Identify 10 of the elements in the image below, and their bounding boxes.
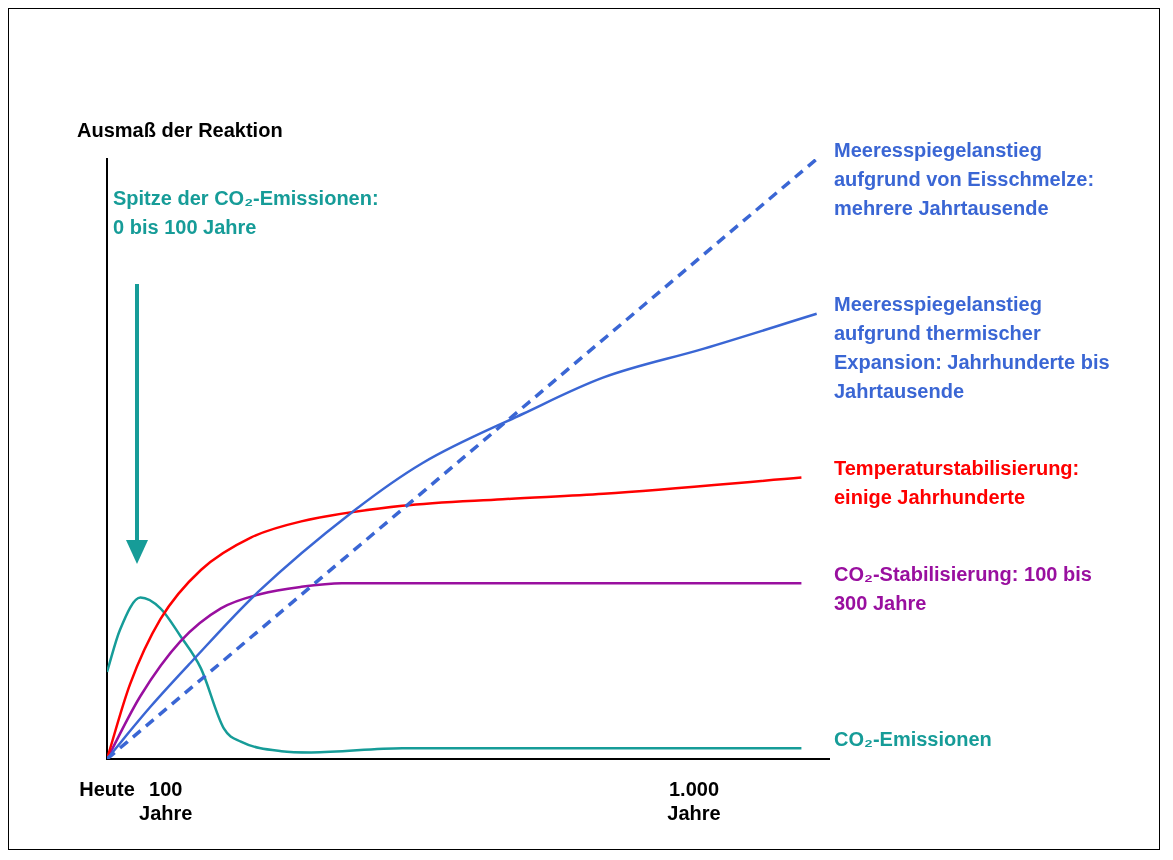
series-label: CO₂-Stabilisierung: 100 bis 300 Jahre: [834, 562, 1092, 614]
series-label: Meeresspiegelanstieg aufgrund von Eisschmelze: mehrere Jahrtausende: [834, 138, 1095, 219]
x-tick-label: 1.000 Jahre: [667, 777, 721, 824]
series-label: Meeresspiegelanstieg aufgrund thermischer Expansion: Jahrhunderte bis Jahrtausende: [834, 293, 1110, 403]
series-label: CO₂-Emissionen: [834, 727, 992, 750]
x-tick-label: 100 Jahre: [139, 777, 193, 824]
series-label: Temperaturstabilisierung: einige Jahrhunderte: [834, 457, 1080, 509]
x-tick-label: Heute: [79, 777, 135, 800]
annotation: Spitze der CO₂-Emissionen: 0 bis 100 Jahre: [113, 186, 379, 238]
y-axis-title: Ausmaß der Reaktion: [77, 118, 283, 141]
